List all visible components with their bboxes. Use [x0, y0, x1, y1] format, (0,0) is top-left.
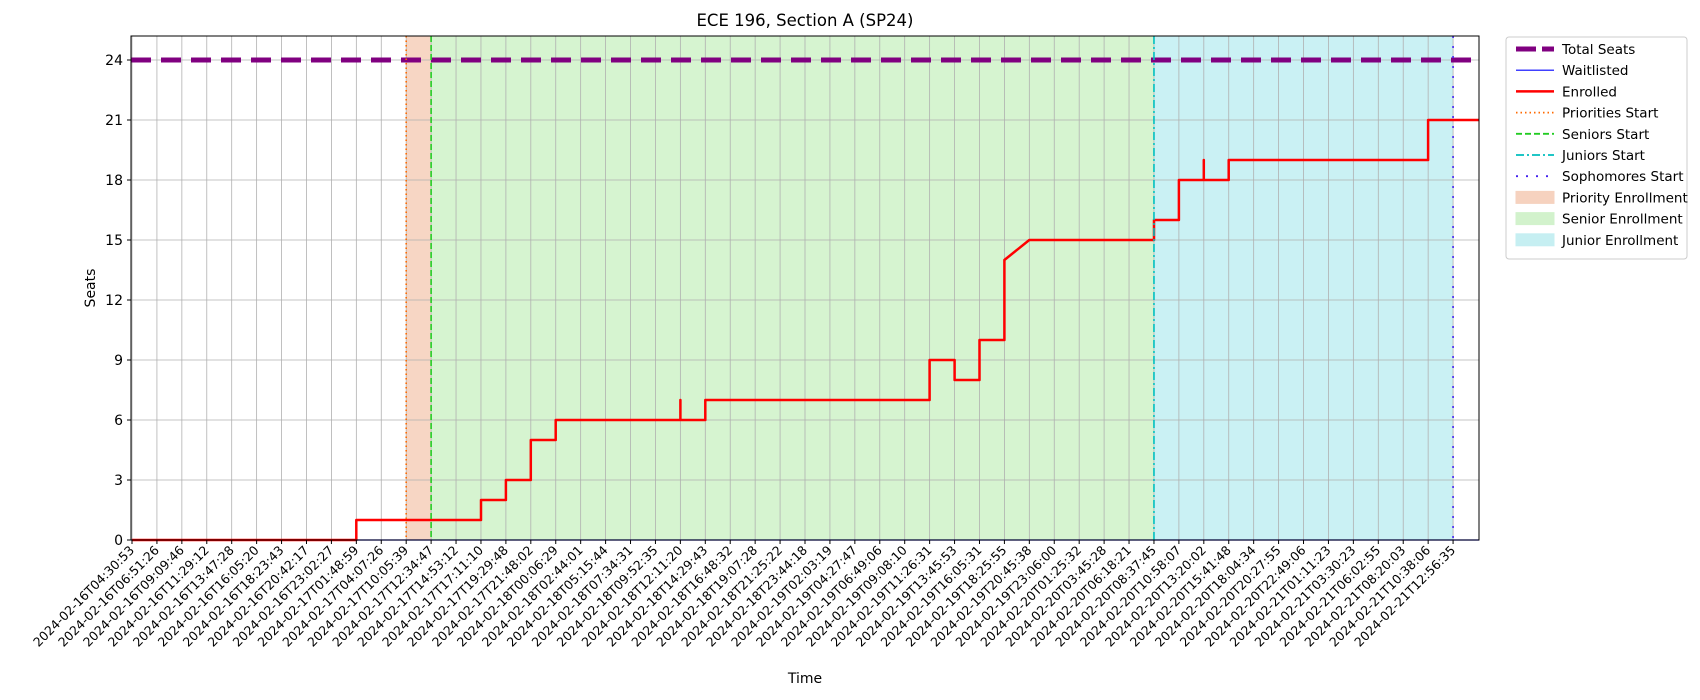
legend-swatch-priority-enrollment	[1515, 190, 1555, 204]
y-axis-title: Seats	[83, 269, 99, 308]
y-tick-label: 21	[105, 113, 123, 129]
legend-label: Priorities Start	[1562, 106, 1658, 122]
y-tick-label: 24	[105, 53, 123, 69]
legend-label: Sophomores Start	[1562, 169, 1684, 185]
region-senior-enrollment	[431, 36, 1154, 540]
legend-swatch-junior-enrollment	[1515, 233, 1555, 247]
y-tick-label: 3	[114, 473, 123, 489]
y-tick-label: 18	[105, 173, 123, 189]
y-tick-label: 0	[114, 533, 123, 549]
legend-label: Priority Enrollment	[1562, 190, 1688, 206]
legend-label: Senior Enrollment	[1562, 212, 1683, 228]
region-priority-enrollment	[406, 36, 432, 540]
y-tick-label: 6	[114, 413, 123, 429]
x-axis: 2024-02-16T04:30:532024-02-16T06:51:2620…	[30, 540, 1458, 650]
y-tick-label: 12	[105, 293, 123, 309]
legend-label: Seniors Start	[1562, 127, 1649, 143]
y-tick-label: 15	[105, 233, 123, 249]
legend-label: Juniors Start	[1561, 148, 1645, 164]
series-enrolled	[132, 118, 1479, 542]
legend: Total Seats Waitlisted Enrolled Priorities …	[1505, 36, 1688, 260]
chart-title: ECE 196, Section A (SP24)	[697, 11, 914, 30]
legend-swatch-senior-enrollment	[1515, 212, 1555, 226]
y-tick-label: 9	[114, 353, 123, 369]
legend-label: Total Seats	[1561, 42, 1635, 58]
legend-label: Enrolled	[1562, 84, 1617, 100]
milestone-lines	[405, 36, 1454, 540]
legend-label: Waitlisted	[1562, 63, 1629, 79]
x-axis-title: Time	[787, 671, 822, 687]
y-axis: 0 3 6 9 12 15 18 21 24	[105, 53, 131, 549]
legend-label: Junior Enrollment	[1561, 233, 1678, 249]
